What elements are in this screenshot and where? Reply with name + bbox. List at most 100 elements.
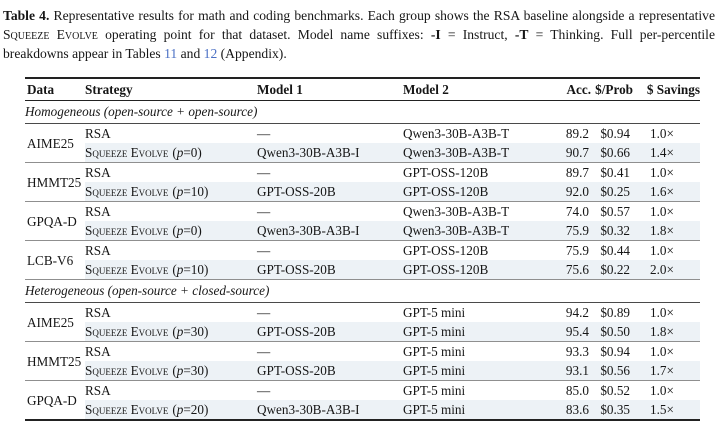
acc-cell: 93.3 [565, 344, 589, 359]
col-header-cost: $/Prob [595, 82, 633, 97]
strategy-param-var: p [176, 402, 184, 417]
table-row: GPQA-D RSA — GPT-5 mini 85.0 $0.52 1.0× [25, 381, 700, 407]
table-row: Squeeze Evolve (p=10) GPT-OSS-20B GPT-OSS… [25, 182, 700, 202]
strategy-name: RSA [85, 126, 111, 141]
strategy-name: RSA [85, 243, 111, 258]
strategy-name: RSA [85, 383, 111, 398]
model2-cell: GPT-5 mini [403, 305, 466, 320]
model2-cell: GPT-5 mini [403, 383, 466, 398]
strategy-param: ( [172, 363, 177, 378]
caption-suffix-i: -I [430, 27, 441, 42]
cost-cell: $0.41 [600, 165, 630, 180]
strategy-cell: RSA [85, 303, 257, 323]
col-header-acc: Acc. [566, 82, 591, 97]
model2-cell: GPT-OSS-120B [403, 243, 489, 258]
strategy-param: ( [172, 262, 177, 277]
strategy-name: RSA [85, 305, 111, 320]
strategy-param: ( [172, 402, 177, 417]
strategy-param: ( [172, 324, 177, 339]
table-11-link[interactable]: 11 [164, 46, 178, 61]
acc-cell: 89.7 [565, 165, 589, 180]
cost-cell: $0.56 [591, 361, 638, 381]
header-row: Data Strategy Model 1 Model 2 Acc. $/Pro… [25, 78, 700, 101]
acc-cell: 95.4 [553, 322, 591, 342]
model1-cell: — [257, 165, 271, 180]
cost-cell: $0.66 [591, 143, 638, 163]
dataset-cell: GPQA-D [27, 392, 77, 408]
model2-cell: GPT-OSS-120B [403, 165, 489, 180]
strategy-name: RSA [85, 204, 111, 219]
model2-cell: GPT-5 mini [403, 361, 553, 381]
strategy-cell: Squeeze Evolve (p=30) [85, 322, 257, 342]
dataset-cell: GPQA-D [27, 213, 77, 229]
savings-cell: 1.0× [650, 383, 674, 398]
strategy-cell: RSA [85, 163, 257, 183]
cost-cell: $0.22 [591, 260, 638, 280]
model1-cell: Qwen3-30B-A3B-I [257, 221, 403, 241]
acc-cell: 93.1 [553, 361, 591, 381]
strategy-param-var: p [176, 223, 184, 238]
model1-cell: — [257, 204, 271, 219]
table-row: Squeeze Evolve (p=30) GPT-OSS-20B GPT-5 m… [25, 361, 700, 381]
strategy-param: ( [172, 223, 177, 238]
section-label-row: Heterogeneous (open-source + closed-sour… [25, 280, 700, 303]
dataset-cell: AIME25 [27, 314, 74, 330]
savings-cell: 1.0× [650, 305, 674, 320]
strategy-name: Squeeze Evolve [85, 402, 169, 417]
strategy-name: Squeeze Evolve [85, 262, 169, 277]
section-label: Heterogeneous (open-source + closed-sour… [25, 283, 270, 298]
benchmark-group-aime25: AIME25 RSA — Qwen3-30B-A3B-T 89.2 $0.94 … [25, 124, 700, 163]
dataset-cell: LCB-V6 [27, 252, 74, 268]
caption-text: = Thinking. Full per-percentile breakdow… [3, 27, 715, 61]
benchmark-group-gpqa-d: GPQA-D RSA — Qwen3-30B-A3B-T 74.0 $0.57 … [25, 202, 700, 241]
strategy-param-rest: =30) [183, 324, 209, 339]
caption-text: operating point for that dataset. Model … [97, 27, 431, 42]
strategy-param: ( [172, 145, 177, 160]
dataset-cell: HMMT25 [27, 174, 82, 190]
model2-cell: GPT-5 mini [403, 344, 466, 359]
section-homogeneous: Homogeneous (open-source + open-source) [25, 101, 700, 124]
model2-cell: GPT-OSS-120B [403, 260, 553, 280]
cost-cell: $0.35 [591, 400, 638, 420]
benchmark-group-gpqa-d-het: GPQA-D RSA — GPT-5 mini 85.0 $0.52 1.0× … [25, 381, 700, 420]
model2-cell: GPT-5 mini [403, 400, 553, 420]
results-table: Data Strategy Model 1 Model 2 Acc. $/Pro… [25, 77, 700, 421]
model1-cell: — [257, 243, 271, 258]
strategy-param: ( [172, 184, 177, 199]
caption-suffix-t: -T [514, 27, 529, 42]
model2-cell: GPT-5 mini [403, 322, 553, 342]
caption-text: = Instruct, [440, 27, 515, 42]
acc-cell: 92.0 [553, 182, 591, 202]
table-row: GPQA-D RSA — Qwen3-30B-A3B-T 74.0 $0.57 … [25, 202, 700, 229]
acc-cell: 89.2 [565, 126, 589, 141]
table-row: HMMT25 RSA — GPT-5 mini 93.3 $0.94 1.0× [25, 342, 700, 369]
strategy-name: Squeeze Evolve [85, 223, 169, 238]
benchmark-group-hmmt25: HMMT25 RSA — GPT-OSS-120B 89.7 $0.41 1.0… [25, 163, 700, 202]
model2-cell: Qwen3-30B-A3B-T [403, 221, 553, 241]
table-12-link[interactable]: 12 [203, 46, 218, 61]
section-heterogeneous: Heterogeneous (open-source + closed-sour… [25, 280, 700, 303]
strategy-name: Squeeze Evolve [85, 184, 169, 199]
acc-cell: 94.2 [565, 305, 589, 320]
strategy-cell: RSA [85, 124, 257, 144]
strategy-param-rest: =10) [183, 262, 209, 277]
table-row: Squeeze Evolve (p=0) Qwen3-30B-A3B-I Qwen… [25, 221, 700, 241]
savings-cell: 1.6× [638, 182, 700, 202]
table-caption: Table 4. Representative results for math… [3, 6, 715, 63]
savings-cell: 1.0× [650, 204, 674, 219]
strategy-param-rest: =0) [183, 223, 202, 238]
strategy-cell: Squeeze Evolve (p=0) [85, 221, 257, 241]
table-row: Squeeze Evolve (p=20) Qwen3-30B-A3B-I GPT… [25, 400, 700, 420]
strategy-param-var: p [176, 262, 184, 277]
caption-text: (Appendix). [217, 46, 287, 61]
model1-cell: GPT-OSS-20B [257, 260, 403, 280]
strategy-cell: Squeeze Evolve (p=20) [85, 400, 257, 420]
section-label-row: Homogeneous (open-source + open-source) [25, 101, 700, 124]
benchmark-group-aime25-het: AIME25 RSA — GPT-5 mini 94.2 $0.89 1.0× … [25, 303, 700, 342]
cost-cell: $0.25 [591, 182, 638, 202]
caption-text: Representative results for math and codi… [49, 8, 715, 23]
cost-cell: $0.32 [591, 221, 638, 241]
caption-text: and [177, 46, 204, 61]
strategy-param-rest: =20) [183, 402, 209, 417]
acc-cell: 75.9 [553, 221, 591, 241]
